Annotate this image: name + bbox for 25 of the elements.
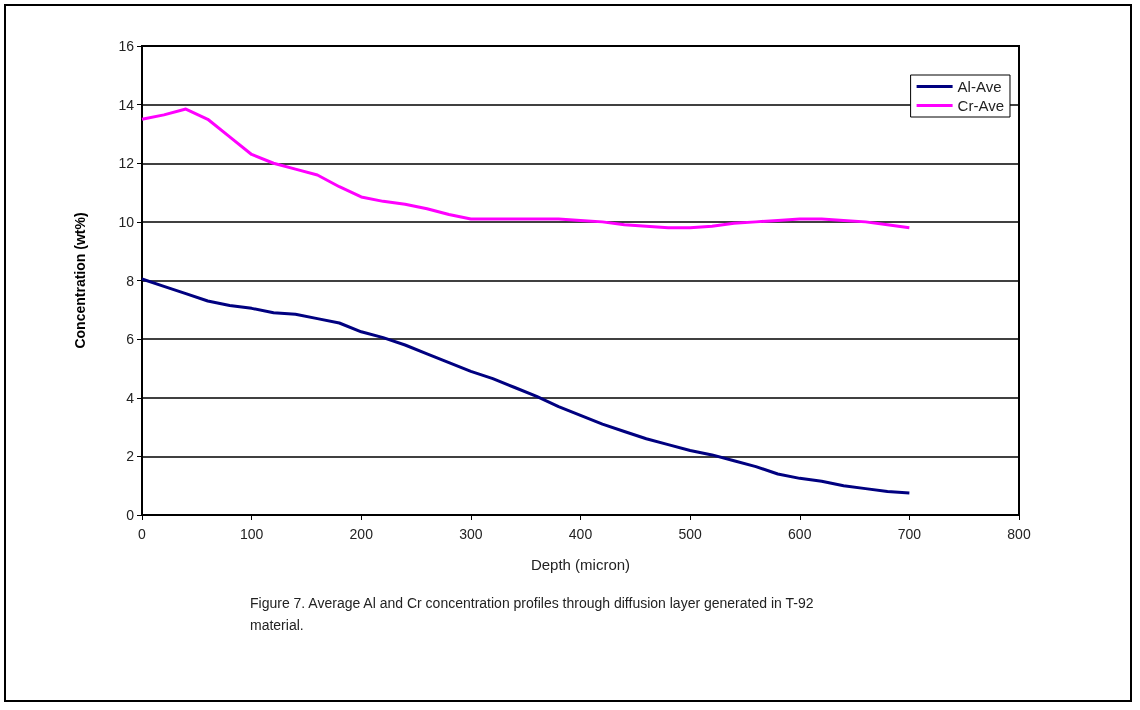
y-tick-label: 6 — [126, 331, 135, 348]
y-tick-label: 16 — [118, 38, 135, 54]
x-tick-label: 200 — [349, 526, 374, 542]
y-tick-label: 8 — [126, 272, 135, 289]
line-series — [140, 107, 911, 230]
legend-label: Al-Ave — [957, 78, 1002, 95]
legend-label: Cr-Ave — [957, 97, 1005, 114]
y-tick-label: 0 — [126, 507, 135, 523]
y-tick-label: 14 — [118, 96, 135, 113]
caption: Figure 7. Average Al and Cr concentration profiles through diffusion layer generated in T-92 material. — [250, 594, 815, 635]
y-tick-label: 4 — [126, 389, 135, 406]
y-tick-label: 2 — [126, 448, 135, 465]
x-tick-label: 600 — [788, 526, 812, 542]
y-tick-label: 10 — [118, 213, 135, 230]
x-tick-label: 400 — [568, 526, 593, 542]
y-axis-title: Concentration (wt%) — [72, 212, 88, 349]
x-tick-label: 0 — [138, 526, 147, 542]
x-tick-label: 500 — [678, 526, 703, 542]
x-tick-label: 300 — [459, 526, 483, 542]
x-tick-label: 100 — [239, 526, 264, 542]
x-tick-label: 700 — [897, 526, 922, 542]
x-tick-label: 800 — [1007, 526, 1031, 542]
x-axis-title: Depth (micron) — [530, 556, 631, 573]
y-tick-label: 12 — [118, 155, 135, 172]
line-series — [140, 277, 911, 495]
